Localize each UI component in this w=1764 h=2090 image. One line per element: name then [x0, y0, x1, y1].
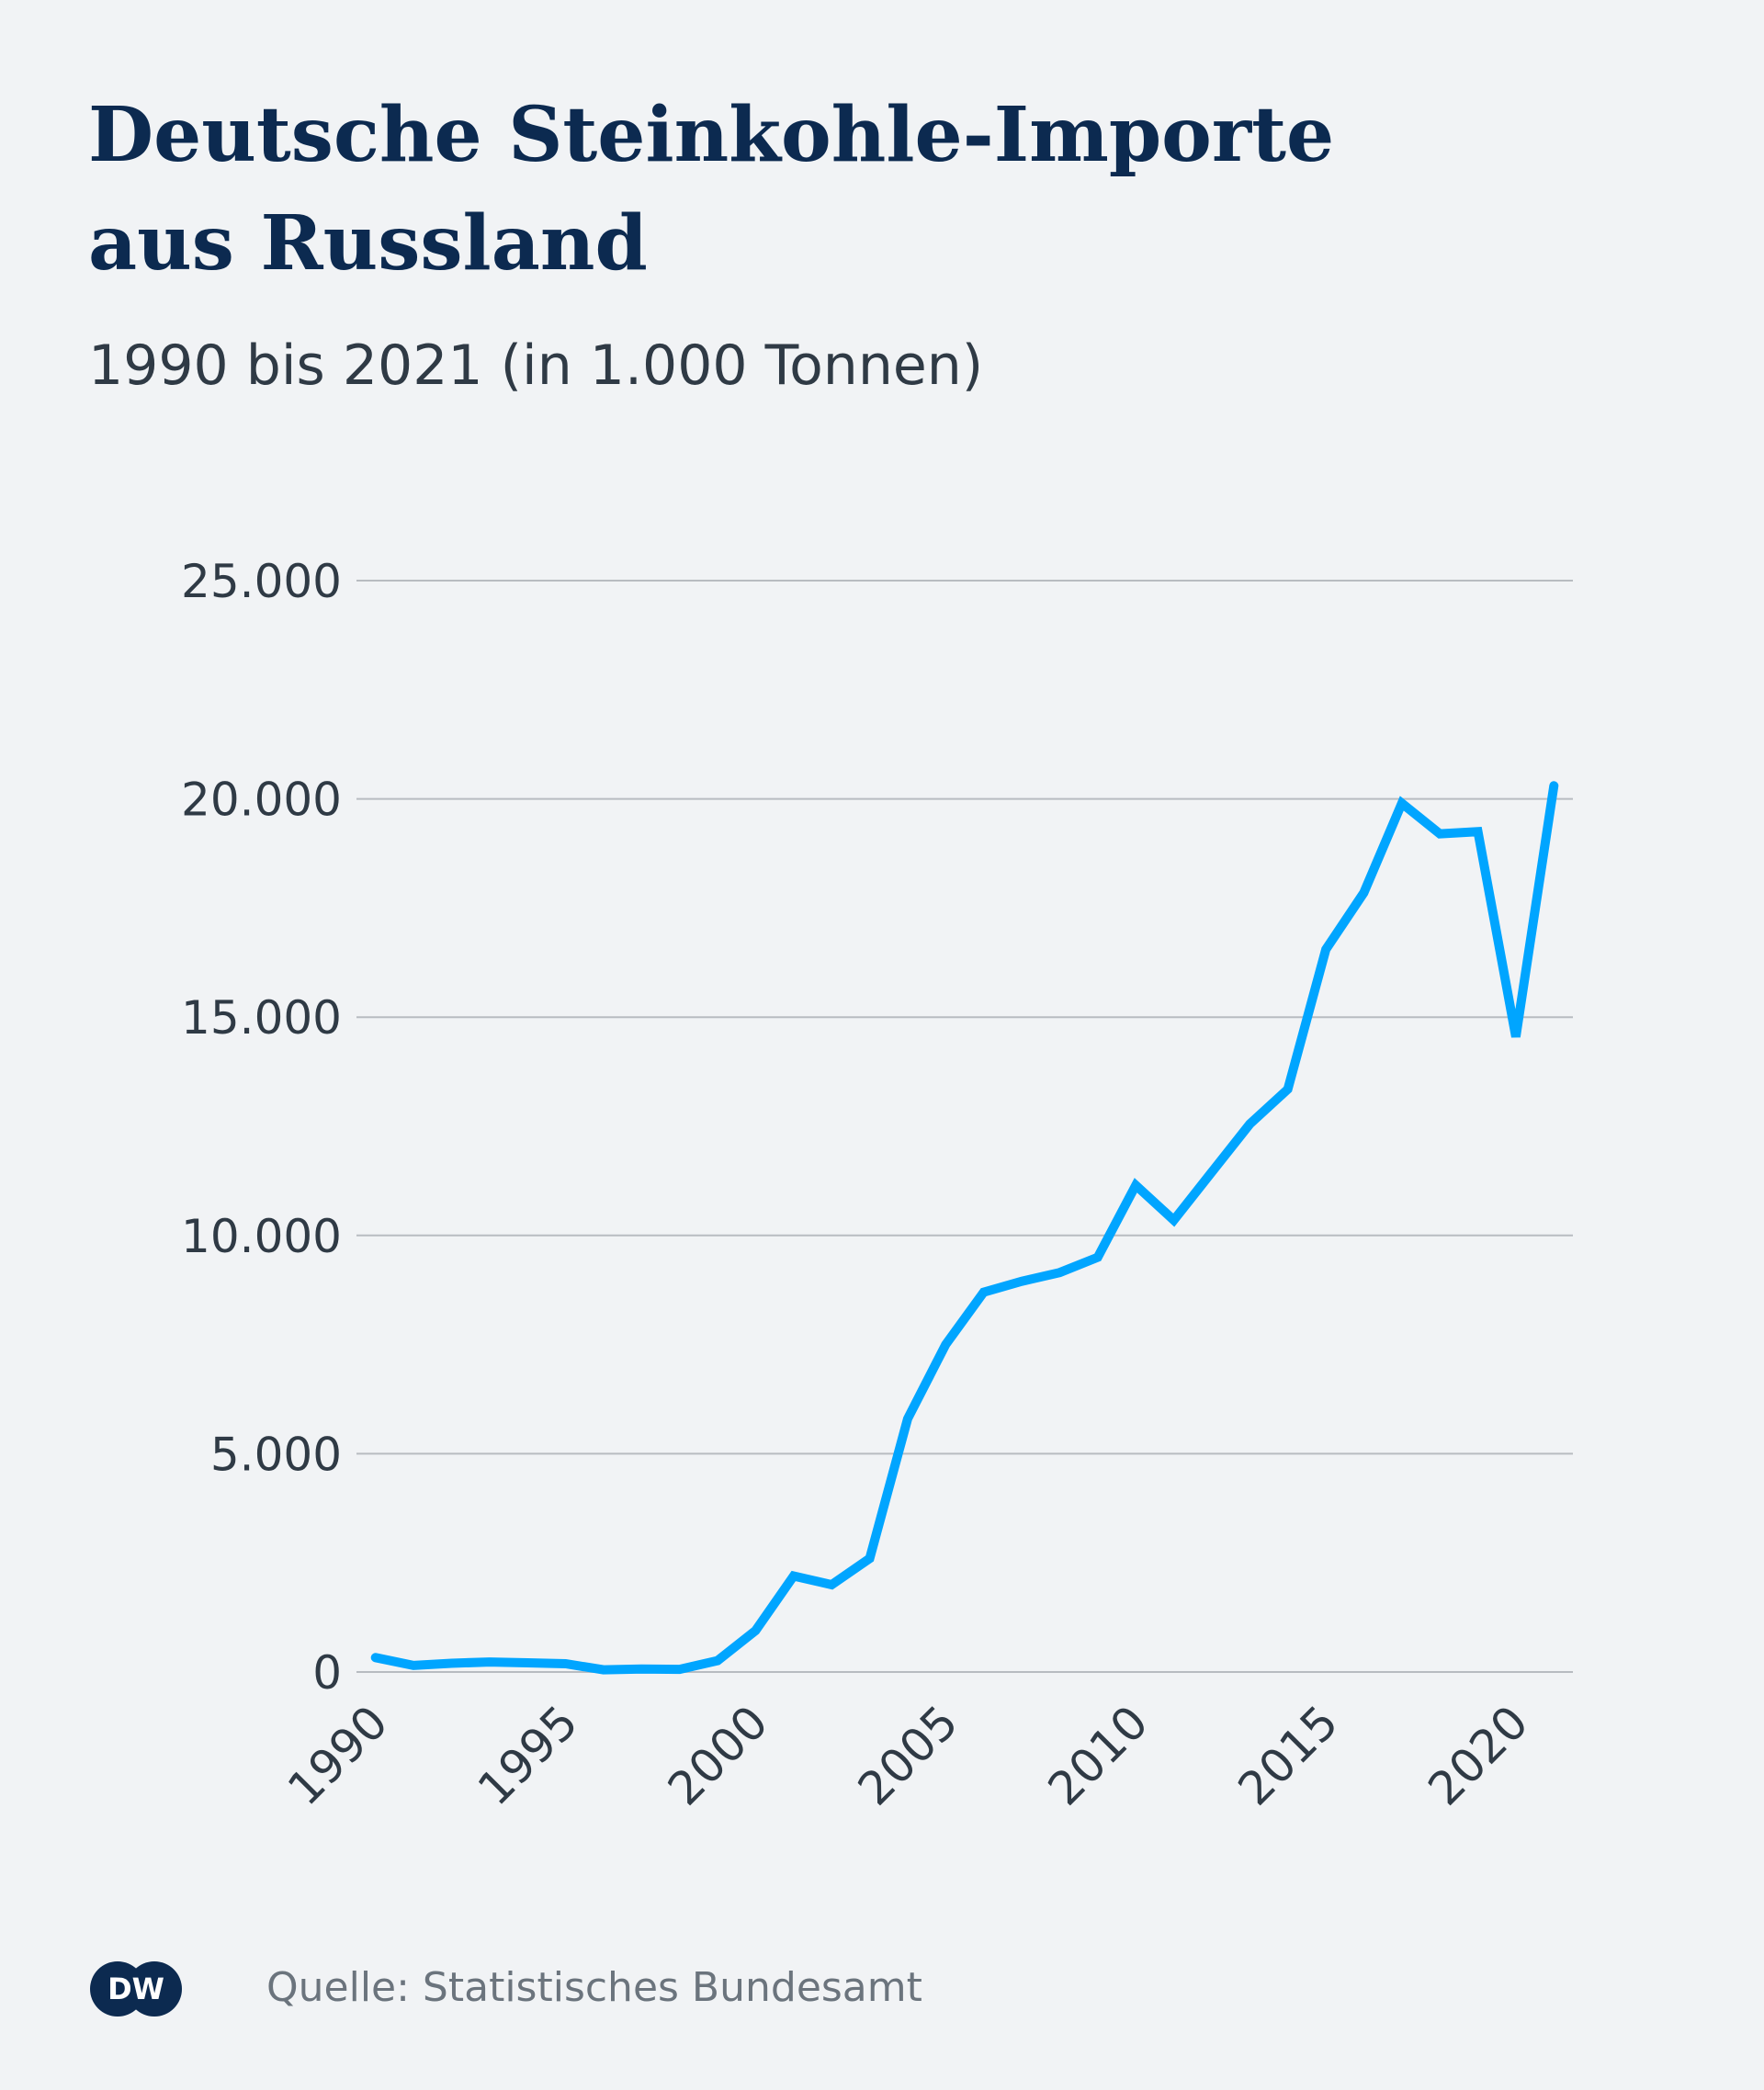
- y-tick-label: 25.000: [181, 555, 342, 608]
- y-tick-label: 5.000: [210, 1428, 342, 1481]
- x-tick-label: 2005: [848, 1695, 968, 1815]
- x-tick-label: 2015: [1228, 1695, 1349, 1815]
- x-tick-label: 2020: [1418, 1695, 1538, 1815]
- gridlines: [356, 580, 1573, 1673]
- dw-logo: DW: [90, 1961, 182, 2017]
- line-chart: 0 5.000 10.000 15.000 20.000 25.000 1990 1995 2…: [181, 555, 1573, 1815]
- series-layer: [370, 781, 1559, 1675]
- x-tick-label: 2000: [658, 1695, 778, 1815]
- x-axis-tick-labels: 1990 1995 2000 2005 2010 2015 2020: [277, 1695, 1538, 1815]
- y-tick-label: 10.000: [181, 1210, 342, 1263]
- chart-subtitle: 1990 bis 2021 (in 1.000 Tonnen): [88, 333, 984, 398]
- dw-logo-text: DW: [107, 1971, 164, 2006]
- y-tick-label: 20.000: [181, 774, 342, 827]
- y-axis-tick-labels: 0 5.000 10.000 15.000 20.000 25.000: [181, 555, 342, 1700]
- series-line: [370, 781, 1559, 1675]
- x-tick-label: 2010: [1038, 1695, 1159, 1815]
- y-tick-label: 0: [312, 1646, 342, 1700]
- source-note: Quelle: Statistisches Bundesamt: [266, 1964, 922, 2011]
- chart-title: Deutsche Steinkohle-Importe aus Russland: [88, 91, 1335, 288]
- y-tick-label: 15.000: [181, 991, 342, 1045]
- x-tick-label: 1990: [277, 1695, 398, 1815]
- x-tick-label: 1995: [468, 1695, 588, 1815]
